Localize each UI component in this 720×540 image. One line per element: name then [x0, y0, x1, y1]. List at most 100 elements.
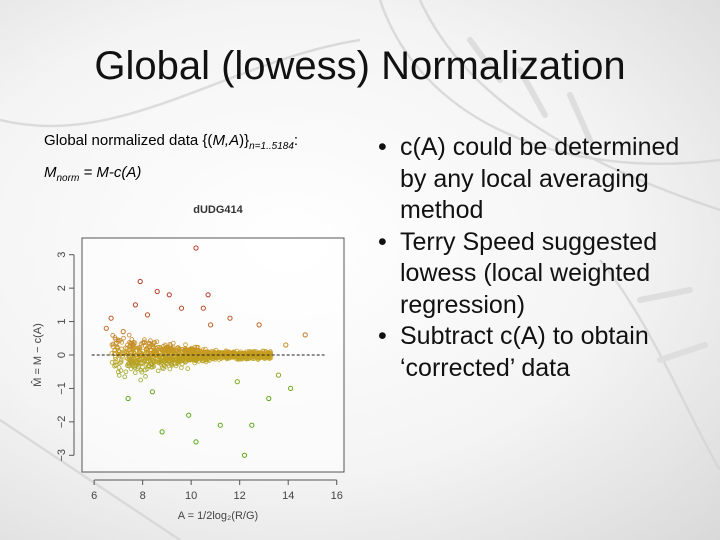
- scatter-point: [131, 346, 137, 351]
- scatter-point: [266, 395, 272, 402]
- scatter-point: [193, 245, 199, 251]
- scatter-point: [218, 350, 224, 356]
- y-axis-label: M̂ = M − c(A): [30, 323, 44, 387]
- scatter-point: [129, 360, 135, 366]
- scatter-point: [108, 315, 114, 321]
- scatter-point: [113, 356, 119, 362]
- scatter-point: [210, 356, 216, 361]
- scatter-point: [119, 340, 125, 345]
- bullet-icon: •: [378, 322, 387, 350]
- scatter-point: [241, 452, 248, 458]
- scatter-point: [205, 292, 211, 298]
- scatter-point: [109, 342, 115, 348]
- scatter-point: [230, 349, 236, 355]
- scatter-point: [165, 355, 170, 361]
- caption-close: )}: [239, 132, 250, 149]
- scatter-point: [118, 357, 124, 363]
- scatter-point: [243, 354, 249, 359]
- scatter-point: [190, 348, 196, 354]
- scatter-point: [115, 351, 121, 357]
- scatter-point: [116, 365, 122, 370]
- scatter-point: [137, 278, 143, 285]
- scatter-point: [121, 335, 126, 341]
- scatter-point: [203, 346, 208, 352]
- scatter-point: [136, 345, 142, 351]
- scatter-point: [159, 429, 165, 435]
- y-tick-label: 1: [56, 319, 68, 325]
- scatter-point: [217, 422, 223, 428]
- scatter-point: [124, 342, 130, 348]
- bullet-item: • c(A) could be determined by any local a…: [372, 132, 702, 227]
- scatter-point: [173, 363, 179, 369]
- scatter-point: [117, 360, 123, 366]
- scatter-point: [158, 345, 163, 351]
- scatter-point: [147, 344, 152, 350]
- scatter-point: [115, 346, 120, 351]
- scatter-point: [162, 342, 168, 348]
- scatter-point: [129, 357, 135, 363]
- scatter-point: [142, 337, 147, 342]
- scatter-point: [150, 342, 156, 348]
- scatter-point: [122, 374, 128, 380]
- y-tick-label: 3: [56, 252, 68, 258]
- scatter-point: [130, 356, 136, 362]
- formula-rest: = M-c(A): [79, 164, 142, 181]
- scatter-point: [146, 364, 151, 369]
- bullet-icon: •: [378, 133, 387, 161]
- scatter-point: [122, 350, 128, 356]
- x-tick-label: 8: [140, 490, 146, 502]
- x-tick-label: 12: [234, 490, 246, 502]
- scatter-point: [151, 359, 157, 365]
- scatter-point: [144, 312, 151, 318]
- scatter-point: [163, 364, 169, 369]
- y-tick-label: −3: [56, 449, 68, 462]
- scatter-point: [123, 369, 129, 375]
- scatter-point: [275, 372, 282, 378]
- formula-subscript: norm: [56, 173, 80, 184]
- scatter-point: [154, 356, 160, 362]
- scatter-point: [208, 352, 213, 357]
- y-tick-label: 0: [56, 352, 68, 358]
- caption-ma: M,A: [212, 132, 240, 149]
- normalized-data-caption: Global normalized data {(M,A)}n=1..5184:: [44, 132, 299, 152]
- scatter-point: [142, 367, 148, 373]
- caption-colon: :: [293, 132, 299, 149]
- scatter-point: [302, 332, 308, 338]
- scatter-point: [150, 351, 156, 357]
- scatter-point: [141, 340, 147, 346]
- scatter-point: [200, 305, 206, 311]
- scatter-point: [247, 351, 253, 356]
- y-tick-label: −1: [56, 382, 68, 395]
- normalization-formula: Mnorm = M-c(A): [44, 164, 142, 184]
- x-tick-label: 14: [282, 490, 294, 502]
- scatter-point: [205, 357, 211, 363]
- scatter-point: [256, 322, 262, 328]
- scatter-point: [123, 355, 129, 360]
- outlier-points: [103, 245, 308, 458]
- y-tick-label: −2: [56, 416, 68, 429]
- scatter-point: [170, 340, 176, 346]
- scatter-point: [174, 348, 180, 354]
- scatter-point: [288, 385, 294, 391]
- scatter-point: [110, 332, 116, 338]
- scatter-point: [186, 412, 192, 418]
- scatter-point: [126, 363, 132, 369]
- scatter-point: [132, 302, 139, 308]
- scatter-point: [126, 332, 132, 338]
- scatter-point: [253, 354, 259, 359]
- scatter-point: [113, 336, 118, 342]
- scatter-point: [112, 350, 118, 356]
- scatter-point: [201, 358, 206, 364]
- scatter-point: [235, 357, 241, 362]
- scatter-point: [118, 359, 124, 365]
- scatter-point: [138, 377, 144, 383]
- scatter-point: [170, 358, 176, 363]
- scatter-point: [197, 348, 203, 354]
- scatter-point: [186, 356, 192, 362]
- scatter-point: [227, 315, 233, 321]
- scatter-point: [165, 349, 170, 354]
- scatter-point: [149, 389, 156, 395]
- scatter-point: [132, 370, 138, 376]
- scatter-point: [158, 361, 164, 367]
